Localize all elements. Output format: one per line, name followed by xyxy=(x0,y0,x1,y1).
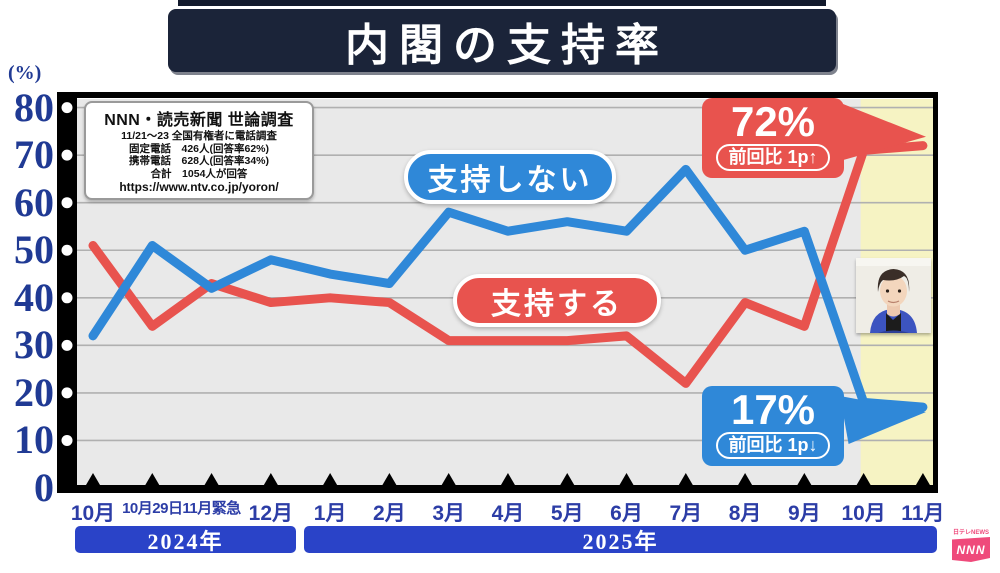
x-tick-mark xyxy=(619,473,634,485)
callout-disapprove: 17% 前回比 1p↓ xyxy=(702,386,844,466)
person-photo xyxy=(856,258,931,333)
y-axis-label-70: 70 xyxy=(14,132,54,178)
series-label-disapprove: 支持しない xyxy=(404,150,616,204)
survey-source-box: NNN・読売新聞 世論調査 11/21～23 全国有権者に電話調査 固定電話 4… xyxy=(84,101,314,200)
person-photo-illustration xyxy=(856,258,931,333)
y-axis-label-50: 50 xyxy=(14,227,54,273)
title-bar-shadow-strip xyxy=(178,0,826,6)
x-tick-mark xyxy=(500,473,515,485)
x-tick-mark xyxy=(915,473,930,485)
y-axis-dot-20 xyxy=(61,387,73,399)
x-axis-label-8: 5月 xyxy=(550,502,584,525)
x-axis-label-6: 3月 xyxy=(432,502,466,525)
x-tick-mark xyxy=(323,473,338,485)
survey-source-line: 固定電話 426人(回答率62%) xyxy=(128,142,270,155)
x-axis-label-3: 12月 xyxy=(248,502,293,525)
x-axis-label-4: 1月 xyxy=(313,502,347,525)
y-axis-unit-label: (%) xyxy=(8,62,42,84)
x-axis-bar xyxy=(57,485,938,493)
x-tick-mark xyxy=(560,473,575,485)
callout-approve-delta: 前回比 1p↑ xyxy=(716,144,830,171)
x-axis-label-2: 11月緊急 xyxy=(182,500,241,517)
series-label-approve: 支持する xyxy=(453,274,661,327)
survey-source-line: 11/21～23 全国有権者に電話調査 xyxy=(121,130,277,142)
y-axis-dot-70 xyxy=(61,149,73,161)
x-axis-label-0: 10月 xyxy=(70,502,116,525)
page-title: 内閣の支持率 xyxy=(168,9,836,72)
x-tick-mark xyxy=(263,473,278,485)
callout-disapprove-delta: 前回比 1p↓ xyxy=(716,432,830,459)
y-axis-dot-10 xyxy=(61,434,73,446)
x-axis-label-11: 8月 xyxy=(728,502,762,525)
x-tick-mark xyxy=(856,473,871,485)
series-line-支持する xyxy=(88,141,928,388)
y-axis-dot-50 xyxy=(61,244,73,256)
x-axis-label-5: 2月 xyxy=(373,502,406,525)
x-tick-mark xyxy=(797,473,812,485)
x-tick-mark xyxy=(382,473,397,485)
broadcaster-logo: 日テレNEWS NNN xyxy=(946,527,996,562)
x-tick-mark xyxy=(738,473,753,485)
y-axis-label-60: 60 xyxy=(14,179,54,225)
y-axis-dot-60 xyxy=(61,197,73,209)
year-bar-2025: 2025年 xyxy=(304,526,937,554)
broadcaster-logo-text: 日テレNEWS xyxy=(952,530,989,536)
survey-source-title: NNN・読売新聞 世論調査 xyxy=(104,112,294,129)
x-tick-mark xyxy=(678,473,693,485)
y-axis-label-40: 40 xyxy=(14,274,54,320)
y-axis-label-20: 20 xyxy=(14,369,54,415)
x-tick-mark xyxy=(204,473,219,485)
x-tick-mark xyxy=(145,473,160,485)
x-axis-label-14: 11月 xyxy=(901,502,945,525)
y-axis-label-80: 80 xyxy=(14,84,54,130)
x-axis-label-9: 6月 xyxy=(610,502,643,525)
survey-source-line: 合計 1054人が回答 xyxy=(150,167,248,180)
frame-right xyxy=(933,92,938,493)
callout-approve: 72% 前回比 1p↑ xyxy=(702,98,844,178)
y-axis-label-0: 0 xyxy=(34,465,54,510)
y-axis-label-10: 10 xyxy=(14,417,54,463)
y-axis-dot-30 xyxy=(61,339,73,351)
callout-disapprove-value: 17% xyxy=(730,386,816,433)
x-axis-label-13: 10月 xyxy=(841,502,886,525)
survey-source-url: https://www.ntv.co.jp/yoron/ xyxy=(119,180,279,194)
x-axis-label-7: 4月 xyxy=(491,502,525,525)
survey-source-line: 携帯電話 628人(回答率34%) xyxy=(128,155,270,167)
x-axis-label-1: 10月29日 xyxy=(122,500,183,517)
y-axis-label-30: 30 xyxy=(14,322,54,368)
x-axis-label-10: 7月 xyxy=(669,502,703,525)
nnn-logo-icon: NNN xyxy=(952,537,990,562)
x-tick-mark xyxy=(86,473,100,485)
frame-top xyxy=(57,92,938,98)
x-axis-label-12: 9月 xyxy=(788,502,821,525)
series-line-支持しない xyxy=(88,164,928,412)
year-bar-2024: 2024年 xyxy=(75,526,296,554)
y-axis-dot-40 xyxy=(61,292,73,304)
callout-approve-value: 72% xyxy=(730,98,816,145)
y-axis-dot-80 xyxy=(61,102,73,114)
x-tick-mark xyxy=(441,473,456,485)
